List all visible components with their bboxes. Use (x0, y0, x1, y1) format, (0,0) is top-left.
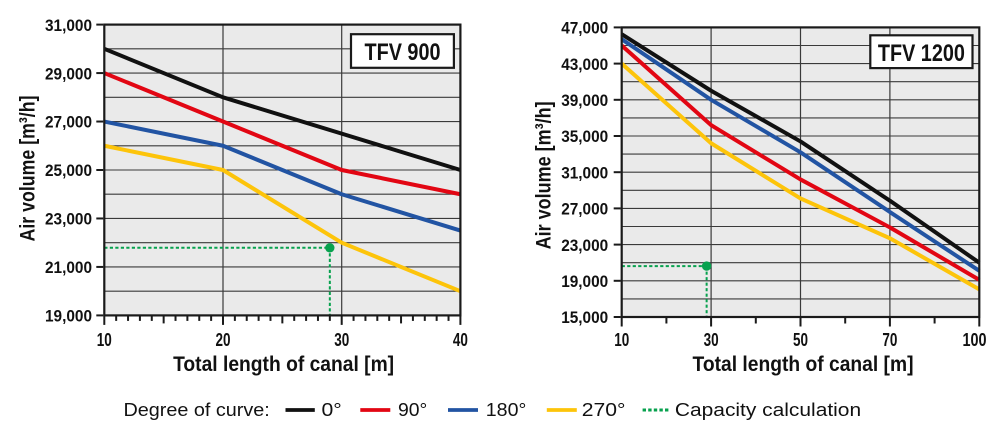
svg-text:27,000: 27,000 (45, 113, 92, 132)
svg-text:70: 70 (882, 329, 897, 350)
svg-text:Degree of curve:: Degree of curve: (124, 399, 270, 420)
svg-text:90°: 90° (398, 399, 427, 420)
svg-text:30: 30 (704, 329, 719, 350)
svg-text:23,000: 23,000 (45, 210, 92, 229)
svg-text:Air volume [m³/h]: Air volume [m³/h] (16, 96, 40, 242)
svg-text:31,000: 31,000 (45, 16, 92, 35)
svg-text:47,000: 47,000 (561, 19, 608, 38)
svg-text:25,000: 25,000 (45, 161, 92, 180)
svg-text:35,000: 35,000 (561, 127, 608, 146)
svg-text:10: 10 (614, 329, 629, 350)
svg-text:31,000: 31,000 (561, 163, 608, 182)
svg-text:20: 20 (216, 329, 231, 350)
svg-text:Total length of canal [m]: Total length of canal [m] (173, 352, 394, 376)
svg-text:10: 10 (97, 329, 112, 350)
svg-text:21,000: 21,000 (45, 258, 92, 277)
svg-text:180°: 180° (486, 399, 527, 420)
svg-text:0°: 0° (322, 399, 342, 420)
svg-text:Air volume [m³/h]: Air volume [m³/h] (531, 101, 555, 249)
svg-text:Capacity calculation: Capacity calculation (675, 399, 861, 420)
svg-text:50: 50 (793, 329, 808, 350)
svg-text:15,000: 15,000 (561, 308, 608, 327)
svg-text:39,000: 39,000 (561, 91, 608, 110)
svg-text:TFV 1200: TFV 1200 (878, 40, 965, 67)
svg-text:27,000: 27,000 (561, 200, 608, 219)
svg-text:19,000: 19,000 (45, 307, 92, 326)
svg-text:23,000: 23,000 (561, 236, 608, 255)
svg-text:TFV 900: TFV 900 (365, 39, 441, 66)
svg-text:30: 30 (334, 329, 349, 350)
svg-text:19,000: 19,000 (561, 272, 608, 291)
svg-text:100: 100 (963, 329, 987, 350)
svg-text:270°: 270° (582, 399, 626, 420)
svg-text:29,000: 29,000 (45, 64, 92, 83)
svg-text:43,000: 43,000 (561, 55, 608, 74)
svg-text:Total length of canal [m]: Total length of canal [m] (693, 352, 914, 376)
svg-text:40: 40 (453, 329, 468, 350)
